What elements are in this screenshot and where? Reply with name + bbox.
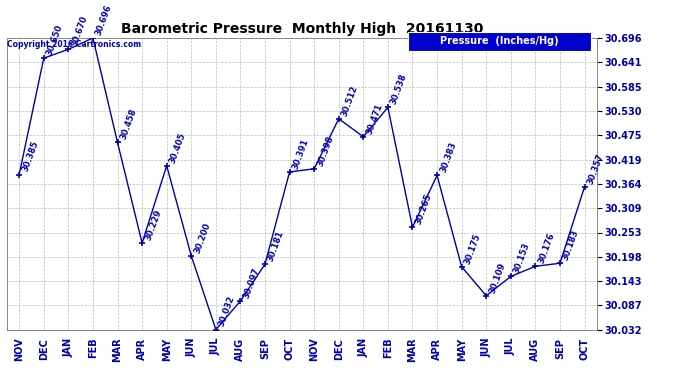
Text: 30.458: 30.458 (119, 108, 139, 141)
Text: 30.183: 30.183 (562, 229, 581, 262)
Text: 30.357: 30.357 (586, 152, 605, 185)
Text: 30.385: 30.385 (21, 140, 40, 173)
Text: 30.650: 30.650 (45, 23, 65, 57)
Text: 30.032: 30.032 (217, 295, 237, 328)
Text: 30.181: 30.181 (266, 230, 286, 263)
Text: Copyright 2016 Cartronics.com: Copyright 2016 Cartronics.com (8, 40, 141, 50)
Text: 30.383: 30.383 (438, 141, 458, 174)
Text: 30.175: 30.175 (463, 232, 482, 266)
Text: 30.109: 30.109 (488, 261, 507, 294)
Title: Barometric Pressure  Monthly High  20161130: Barometric Pressure Monthly High 2016113… (121, 22, 483, 36)
Text: 30.670: 30.670 (70, 15, 89, 48)
Text: Pressure  (Inches/Hg): Pressure (Inches/Hg) (440, 36, 559, 46)
Text: 30.696: 30.696 (95, 3, 114, 36)
Text: 30.405: 30.405 (168, 131, 188, 164)
Text: 30.471: 30.471 (365, 102, 384, 135)
Text: 30.391: 30.391 (291, 137, 310, 171)
Text: 30.512: 30.512 (340, 84, 359, 117)
FancyBboxPatch shape (408, 32, 591, 51)
Text: 30.398: 30.398 (315, 134, 335, 167)
Text: 30.265: 30.265 (414, 192, 433, 226)
Text: 30.176: 30.176 (537, 231, 556, 265)
Text: 30.097: 30.097 (241, 267, 262, 300)
Text: 30.538: 30.538 (389, 73, 408, 106)
Text: 30.200: 30.200 (193, 221, 212, 254)
Text: 30.153: 30.153 (512, 242, 532, 275)
Text: 30.229: 30.229 (144, 208, 163, 242)
